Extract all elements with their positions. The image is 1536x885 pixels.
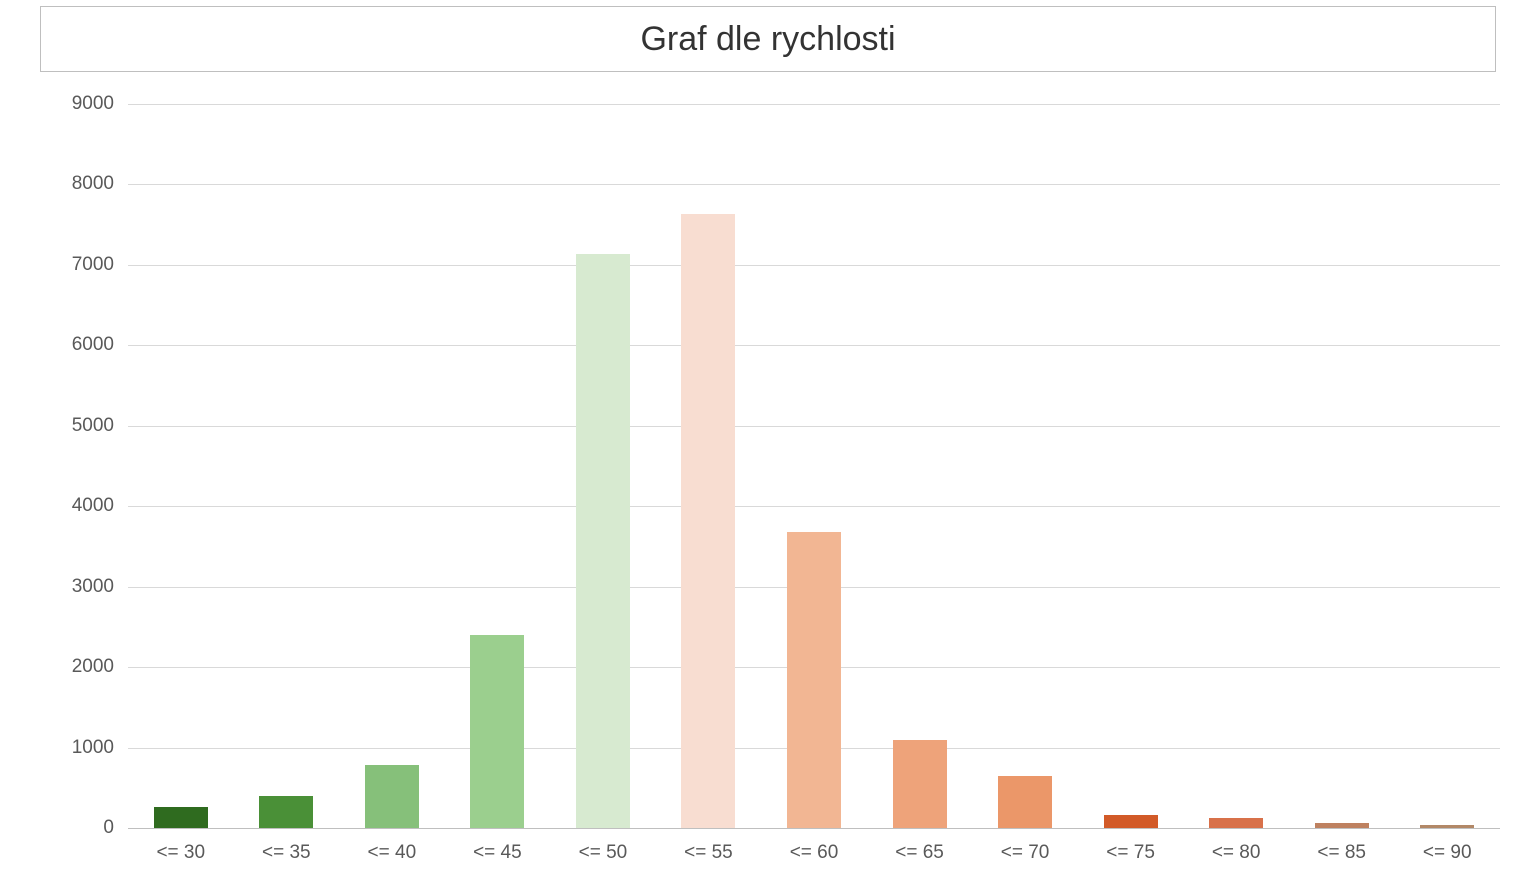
gridline <box>128 104 1500 105</box>
bar <box>1315 823 1369 828</box>
x-tick-label: <= 90 <box>1423 842 1472 864</box>
bar <box>576 254 630 828</box>
gridline <box>128 426 1500 427</box>
bar <box>998 776 1052 828</box>
x-tick-label: <= 85 <box>1317 842 1366 864</box>
x-tick-label: <= 40 <box>368 842 417 864</box>
chart-title-box: Graf dle rychlosti <box>40 6 1496 72</box>
x-tick-label: <= 60 <box>790 842 839 864</box>
y-tick-label: 3000 <box>72 576 114 598</box>
bar <box>259 796 313 828</box>
gridline <box>128 345 1500 346</box>
y-tick-label: 2000 <box>72 656 114 678</box>
y-tick-label: 4000 <box>72 495 114 517</box>
x-tick-label: <= 50 <box>579 842 628 864</box>
gridline <box>128 265 1500 266</box>
x-tick-label: <= 70 <box>1001 842 1050 864</box>
plot-area: 0100020003000400050006000700080009000<= … <box>128 104 1500 828</box>
y-tick-label: 1000 <box>72 737 114 759</box>
x-tick-label: <= 35 <box>262 842 311 864</box>
x-tick-label: <= 30 <box>156 842 205 864</box>
y-tick-label: 5000 <box>72 415 114 437</box>
chart-title: Graf dle rychlosti <box>640 20 895 59</box>
x-tick-label: <= 75 <box>1106 842 1155 864</box>
bar <box>365 765 419 828</box>
speed-bar-chart: Graf dle rychlosti 010002000300040005000… <box>0 0 1536 885</box>
bar <box>787 532 841 828</box>
x-tick-label: <= 65 <box>895 842 944 864</box>
y-tick-label: 8000 <box>72 173 114 195</box>
x-tick-label: <= 80 <box>1212 842 1261 864</box>
gridline <box>128 828 1500 829</box>
y-tick-label: 9000 <box>72 93 114 115</box>
bar <box>893 740 947 828</box>
bar <box>1420 825 1474 828</box>
y-tick-label: 7000 <box>72 254 114 276</box>
bar <box>470 635 524 828</box>
x-tick-label: <= 45 <box>473 842 522 864</box>
gridline <box>128 506 1500 507</box>
bar <box>681 214 735 828</box>
gridline <box>128 184 1500 185</box>
bar <box>154 807 208 828</box>
x-tick-label: <= 55 <box>684 842 733 864</box>
y-tick-label: 6000 <box>72 334 114 356</box>
bar <box>1209 818 1263 828</box>
bar <box>1104 815 1158 828</box>
y-tick-label: 0 <box>103 817 114 839</box>
